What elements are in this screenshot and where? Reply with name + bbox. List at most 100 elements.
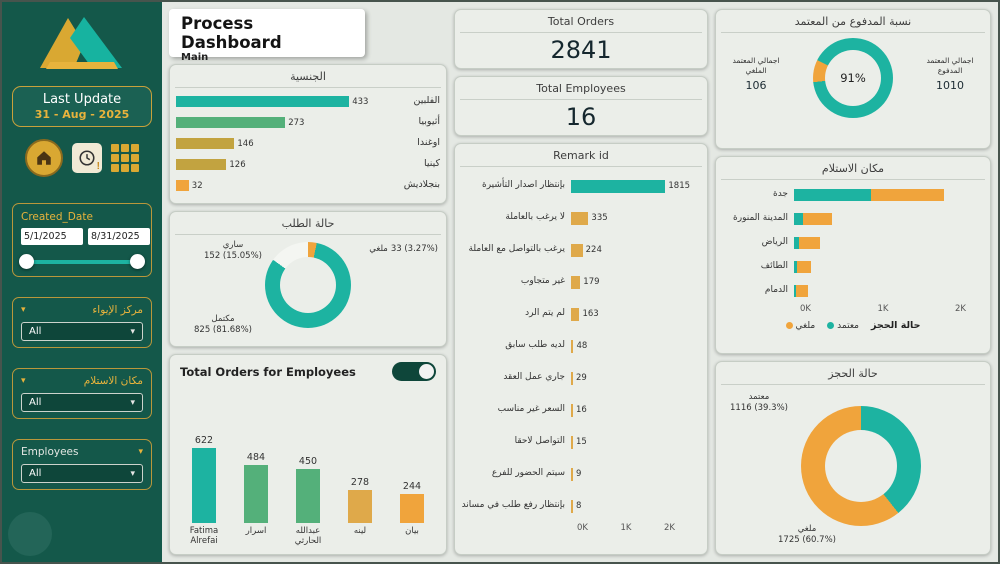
bar[interactable] xyxy=(571,467,573,481)
date-inputs xyxy=(21,228,150,245)
legend-label: معتمد xyxy=(837,320,859,331)
bar[interactable] xyxy=(176,159,227,170)
legend-item-approved[interactable]: معتمد xyxy=(827,321,859,331)
category-label: كينيا xyxy=(423,158,440,170)
bar[interactable] xyxy=(176,117,286,128)
x-axis: 0K 1K 2K xyxy=(577,523,675,533)
bar-track: 16 xyxy=(571,403,675,417)
bar[interactable] xyxy=(192,448,216,523)
grid-button[interactable] xyxy=(111,144,139,172)
bar[interactable] xyxy=(571,435,573,449)
bar[interactable] xyxy=(400,493,424,523)
total-orders-label: Total Orders xyxy=(460,10,702,33)
bar[interactable] xyxy=(571,243,583,257)
callout-cancelled: ملغي 33 (3.27%) xyxy=(369,244,438,255)
category-label: الطائف xyxy=(760,261,788,272)
filter-header[interactable]: Employees ▾ xyxy=(21,446,143,458)
paid-ratio-gauge[interactable]: 91% xyxy=(813,38,893,118)
filter-header[interactable]: ▾ مكان الاستلام xyxy=(21,375,143,387)
end-date-input[interactable] xyxy=(88,228,150,245)
main-canvas: Process Dashboard Main الجنسية 433 الفلبي… xyxy=(162,2,998,562)
filter-header[interactable]: ▾ مركز الإيواء xyxy=(21,304,143,316)
bar-track: 126 xyxy=(176,159,384,170)
bar-segment[interactable] xyxy=(794,237,800,249)
bar-row: الدمام xyxy=(722,279,984,303)
slider-handle-start[interactable] xyxy=(19,254,34,269)
bar[interactable] xyxy=(571,275,581,289)
bar[interactable] xyxy=(571,211,589,225)
housing-center-dropdown[interactable]: All ▾ xyxy=(21,322,143,341)
employee-orders-title: Total Orders for Employees xyxy=(180,364,356,379)
bar-segment[interactable] xyxy=(794,213,804,225)
pickup-location-dropdown[interactable]: All ▾ xyxy=(21,393,143,412)
bar-segment[interactable] xyxy=(799,237,820,249)
tick-label: 2K xyxy=(955,304,966,314)
bar[interactable] xyxy=(348,489,372,523)
column-left: Process Dashboard Main الجنسية 433 الفلبي… xyxy=(169,9,447,555)
value-label: 48 xyxy=(576,341,588,351)
bar-row: لديه طلب سابق 48 xyxy=(461,330,701,362)
bar[interactable] xyxy=(176,96,350,107)
bar[interactable] xyxy=(571,371,573,385)
value-label: 278 xyxy=(350,476,370,488)
legend-item-cancelled[interactable]: ملغي xyxy=(785,321,815,331)
watermark xyxy=(8,512,52,556)
dropdown-value: All xyxy=(29,397,42,408)
bar[interactable] xyxy=(176,138,235,149)
bar-segment[interactable] xyxy=(796,285,809,297)
slider-handle-end[interactable] xyxy=(130,254,145,269)
start-date-input[interactable] xyxy=(21,228,83,245)
category-label: غير متجاوب xyxy=(520,276,565,287)
bar[interactable] xyxy=(571,307,580,321)
order-status-donut[interactable] xyxy=(265,242,351,328)
category-label: لم يتم الرد xyxy=(525,308,565,319)
home-button[interactable] xyxy=(25,139,63,177)
bar-segment[interactable] xyxy=(796,261,812,273)
legend-swatch xyxy=(827,322,835,329)
bar[interactable] xyxy=(571,339,574,353)
bar[interactable] xyxy=(244,464,268,523)
booking-status-donut[interactable] xyxy=(801,406,922,526)
value-label: 179 xyxy=(583,277,600,287)
bar-segment[interactable] xyxy=(871,189,945,201)
category-label: الدمام xyxy=(764,285,788,296)
nationality-title: الجنسية xyxy=(175,65,441,88)
remark-chart: بإنتظار اصدار التأشيرة 1815 لا يرغب بالعام… xyxy=(455,167,707,522)
callout-cancelled: ملغي 1725 (60.7%) xyxy=(778,524,836,546)
value-label: 29 xyxy=(576,373,587,383)
bar[interactable] xyxy=(176,180,189,191)
bar-segment[interactable] xyxy=(794,189,872,201)
column-right: نسبة المدفوع من المعتمد 91% اجمالي المعت… xyxy=(715,9,991,555)
bar[interactable] xyxy=(296,469,320,523)
bar-segment[interactable] xyxy=(794,285,796,297)
employees-dropdown[interactable]: All ▾ xyxy=(21,464,143,483)
value-label: 16 xyxy=(576,405,587,415)
bar-row: جاري عمل العقد 29 xyxy=(461,362,701,394)
category-label: بيان xyxy=(405,526,419,536)
history-alert-button[interactable]: ! xyxy=(72,143,102,173)
bar[interactable] xyxy=(571,179,666,193)
clock-alert-icon: ! xyxy=(72,143,102,173)
bar[interactable] xyxy=(571,403,573,417)
slice-name: مكتمل xyxy=(211,313,235,324)
bar-track xyxy=(794,261,966,273)
bar-track: 163 xyxy=(571,307,675,321)
bar-track: 179 xyxy=(571,275,675,289)
bar-row: 273 أثيوبيا xyxy=(176,112,440,133)
created-date-slicer: Created_Date xyxy=(12,203,152,277)
bar-row: التواصل لاحقا 15 xyxy=(461,426,701,458)
slice-name: ملغي xyxy=(797,523,817,534)
bar-segment[interactable] xyxy=(803,213,832,225)
filter-label: مكان الاستلام xyxy=(83,375,143,387)
bar[interactable] xyxy=(571,499,573,513)
booking-status-title: حالة الحجز xyxy=(721,362,985,385)
bar-row: يرغب بالتواصل مع العاملة 224 xyxy=(461,234,701,266)
column-middle: Total Orders 2841 Total Employees 16 Rem… xyxy=(454,9,708,555)
x-axis: 0K 1K 2K xyxy=(800,304,966,314)
bar-track: 15 xyxy=(571,435,675,449)
bar-segment[interactable] xyxy=(794,261,797,273)
logo-icon xyxy=(40,17,122,69)
gauge-center: 91% xyxy=(825,50,881,106)
chart-toggle[interactable] xyxy=(392,362,436,381)
category-label: التواصل لاحقا xyxy=(514,436,565,447)
